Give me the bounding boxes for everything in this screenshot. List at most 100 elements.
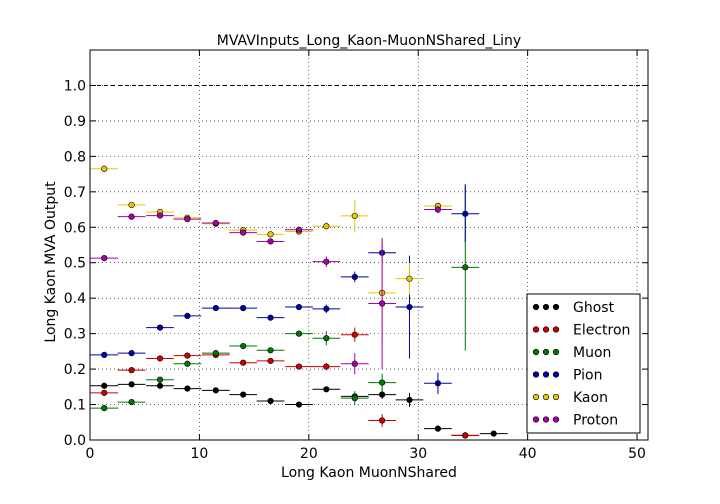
data-point (184, 360, 191, 367)
series-electron (90, 327, 480, 439)
data-point (184, 352, 191, 359)
data-point (379, 391, 386, 398)
legend-marker (532, 393, 540, 401)
y-tick-label: 0.5 (64, 256, 86, 272)
data-point (267, 238, 274, 245)
data-point (240, 342, 247, 350)
y-tick-label: 0.9 (64, 114, 86, 130)
data-point (128, 381, 135, 388)
legend-label: Kaon (573, 390, 608, 406)
data-point (379, 379, 386, 386)
legend-marker (552, 416, 560, 423)
data-point (323, 258, 330, 265)
data-point (323, 335, 330, 342)
data-point (462, 210, 469, 217)
data-point (351, 212, 358, 220)
y-tick-label: 0.2 (64, 362, 86, 378)
series-pion (90, 185, 480, 394)
data-point (351, 331, 358, 338)
legend-marker (532, 348, 540, 356)
data-point (240, 391, 247, 398)
data-point (295, 303, 303, 311)
data-point (128, 201, 135, 209)
data-point (295, 330, 303, 337)
legend-label: Electron (573, 323, 630, 339)
y-tick-label: 0.6 (64, 220, 86, 236)
data-point (156, 324, 164, 331)
legend-marker (532, 326, 540, 333)
data-point (101, 351, 108, 359)
data-point (240, 229, 247, 236)
y-tick-label: 0.3 (64, 327, 86, 343)
y-tick-label: 0.7 (64, 185, 86, 201)
data-point (406, 396, 413, 404)
data-point (267, 231, 274, 238)
legend-marker (542, 393, 550, 401)
data-point (184, 385, 191, 392)
data-series (90, 165, 508, 439)
legend-marker (542, 303, 550, 311)
legend-marker (552, 326, 560, 333)
legend-marker (532, 371, 540, 378)
legend-label: Ghost (573, 300, 615, 316)
data-point (267, 314, 274, 321)
data-point (379, 417, 386, 424)
legend-marker (542, 416, 550, 423)
y-tick-label: 0.8 (64, 149, 86, 165)
series-proton (90, 206, 452, 375)
data-point (184, 312, 191, 320)
data-point (434, 206, 442, 213)
data-point (406, 275, 413, 282)
legend: Ghost Electron Muon Pion Kaon Proton (526, 293, 641, 434)
data-point (323, 223, 330, 230)
legend-marker (552, 393, 560, 401)
data-point (406, 303, 413, 311)
legend-marker (542, 348, 550, 356)
data-point (156, 376, 164, 383)
data-point (323, 363, 330, 370)
legend-box (526, 293, 641, 434)
legend-label: Muon (573, 345, 611, 361)
data-point (156, 382, 164, 389)
data-point (101, 255, 108, 262)
legend-label: Proton (573, 413, 618, 429)
x-tick-label: 50 (628, 446, 646, 462)
axis-ticks: 0 10 20 30 40 50 0.0 0.1 0.2 0.3 0.4 0.5 0.6 0.7 0.8 0.… (64, 50, 648, 462)
legend-marker (532, 303, 540, 311)
data-point (379, 300, 386, 307)
data-point (490, 430, 497, 437)
data-point (101, 382, 108, 389)
data-point (434, 425, 442, 432)
y-tick-label: 0.1 (64, 398, 86, 414)
data-point (351, 360, 358, 367)
data-point (351, 395, 358, 402)
data-point (295, 401, 303, 408)
data-point (267, 357, 274, 365)
data-point (128, 367, 135, 374)
data-point (212, 219, 219, 227)
data-point (212, 305, 219, 312)
data-point (101, 404, 108, 412)
data-point (128, 398, 135, 406)
y-tick-label: 0.0 (64, 433, 86, 449)
data-point (156, 355, 164, 362)
data-point (156, 212, 164, 219)
data-point (212, 350, 219, 357)
legend-marker (542, 371, 550, 378)
data-point (128, 350, 135, 357)
data-point (323, 305, 330, 312)
x-tick-label: 0 (86, 446, 95, 462)
legend-marker (532, 416, 540, 423)
data-point (240, 305, 247, 312)
legend-marker (552, 303, 560, 311)
data-point (462, 432, 469, 439)
legend-label: Pion (573, 368, 602, 384)
data-point (323, 386, 330, 393)
x-tick-label: 10 (190, 446, 208, 462)
y-axis-label: Long Kaon MVA Output (43, 181, 59, 343)
y-tick-label: 1.0 (64, 78, 86, 94)
chart-title: MVAVInputs_Long_Kaon-MuonNShared_Liny (217, 33, 521, 49)
plot-frame (89, 49, 649, 441)
data-point (462, 264, 469, 271)
